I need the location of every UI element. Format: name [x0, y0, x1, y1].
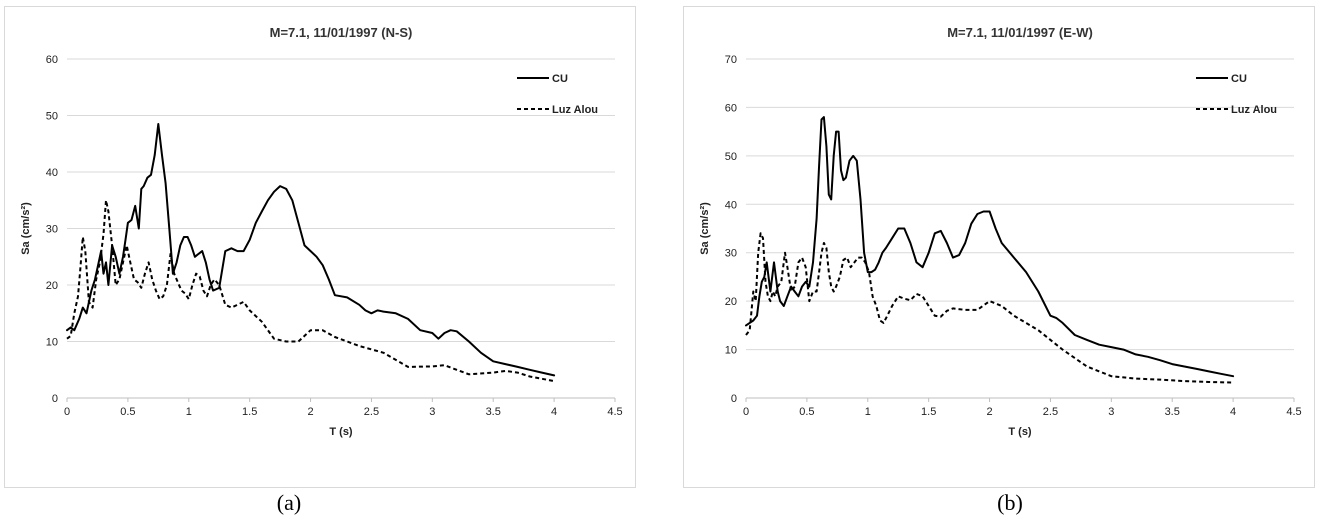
- y-tick-label: 60: [46, 54, 58, 66]
- caption-b: (b): [997, 490, 1023, 515]
- legend-label: CU: [1231, 73, 1247, 85]
- y-tick-label: 20: [725, 296, 737, 308]
- series-line-cu: [66, 123, 556, 377]
- x-axis-label: T (s): [1008, 426, 1032, 438]
- x-tick-label: 0: [64, 406, 70, 418]
- x-tick-label: 1: [186, 406, 192, 418]
- x-tick-label: 0.5: [120, 406, 135, 418]
- y-tick-label: 10: [725, 345, 737, 357]
- caption-a: (a): [276, 490, 302, 515]
- x-tick-label: 3.5: [1165, 406, 1180, 418]
- chart-title: M=7.1, 11/01/1997 (N-S): [270, 25, 413, 40]
- y-tick-label: 50: [725, 151, 737, 163]
- series-line-luz-alou: [745, 232, 1234, 384]
- chart-ns: 0 10 20 30 40 50 60 0 0.5 1 1.5 2 2.5 3 3.5 4 4.5 M=7.1, …: [20, 25, 623, 438]
- x-tick-label: 4.5: [1286, 406, 1301, 418]
- chart-ew: 0 10 20 30 40 50 60 70 0 0.5 1 1.5 2 2.5 3 3.5 4 4.5 M=7.1…: [699, 25, 1302, 438]
- legend-label: Luz Alou: [1231, 104, 1277, 116]
- y-tick-label: 30: [725, 248, 737, 260]
- chart-title: M=7.1, 11/01/1997 (E-W): [947, 25, 1093, 40]
- chart-panel-ns: 0 10 20 30 40 50 60 0 0.5 1 1.5 2 2.5 3 3.5 4 4.5 M=7.1, …: [4, 6, 636, 488]
- x-tick-label: 2: [307, 406, 313, 418]
- y-tick-label: 60: [725, 102, 737, 114]
- x-tick-label: 4.5: [607, 406, 622, 418]
- y-tick-label: 20: [46, 280, 58, 292]
- x-tick-label: 1: [865, 406, 871, 418]
- x-tick-label: 3: [429, 406, 435, 418]
- x-tick-label: 4: [551, 406, 557, 418]
- y-tick-label: 40: [725, 199, 737, 211]
- x-axis-label: T (s): [329, 426, 353, 438]
- y-tick-label: 50: [46, 111, 58, 123]
- x-tick-label: 2: [986, 406, 992, 418]
- x-tick-label: 0: [743, 406, 749, 418]
- x-tick-label: 2.5: [364, 406, 379, 418]
- y-axis-label: Sa (cm/s²): [699, 202, 711, 255]
- y-axis-label: Sa (cm/s²): [20, 202, 32, 255]
- x-tick-label: 1.5: [921, 406, 936, 418]
- chart-panel-ew: 0 10 20 30 40 50 60 70 0 0.5 1 1.5 2 2.5 3 3.5 4 4.5 M=7.1…: [683, 6, 1315, 488]
- x-tick-label: 2.5: [1043, 406, 1058, 418]
- x-tick-label: 1.5: [242, 406, 257, 418]
- x-tick-label: 0.5: [799, 406, 814, 418]
- x-tick-label: 4: [1230, 406, 1236, 418]
- legend-label: Luz Alou: [552, 104, 598, 116]
- y-tick-label: 70: [725, 54, 737, 66]
- y-tick-label: 40: [46, 167, 58, 179]
- y-tick-label: 0: [52, 393, 58, 405]
- y-tick-label: 30: [46, 224, 58, 236]
- legend-label: CU: [552, 73, 568, 85]
- y-tick-label: 0: [731, 393, 737, 405]
- y-tick-label: 10: [46, 337, 58, 349]
- series-line-luz-alou: [66, 199, 555, 383]
- x-tick-label: 3.5: [486, 406, 501, 418]
- x-tick-label: 3: [1108, 406, 1114, 418]
